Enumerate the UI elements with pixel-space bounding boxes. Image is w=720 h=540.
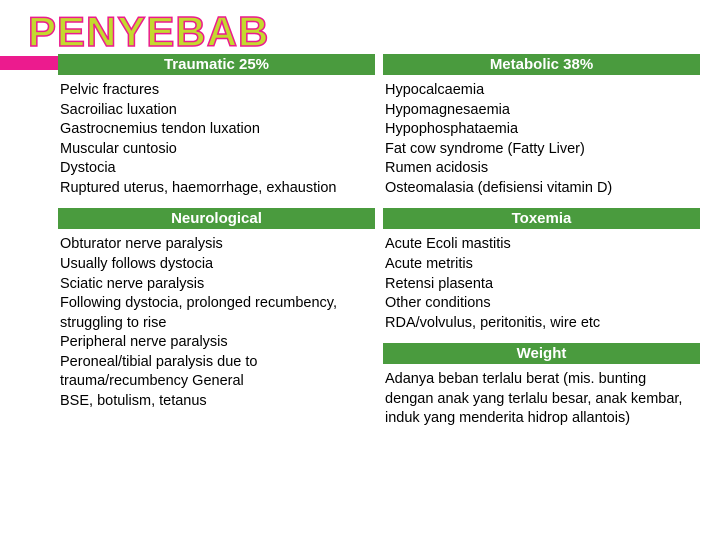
- accent-bar: [0, 56, 58, 70]
- left-column: Traumatic 25% Pelvic fractures Sacroilia…: [58, 54, 375, 437]
- body-neurological: Obturator nerve paralysis Usually follow…: [58, 229, 375, 419]
- header-neurological: Neurological: [58, 208, 375, 229]
- slide-title: PENYEBAB: [0, 0, 720, 56]
- body-traumatic: Pelvic fractures Sacroiliac luxation Gas…: [58, 75, 375, 206]
- content-grid: Traumatic 25% Pelvic fractures Sacroilia…: [58, 54, 700, 437]
- right-column: Metabolic 38% Hypocalcaemia Hypomagnesae…: [383, 54, 700, 437]
- body-toxemia: Acute Ecoli mastitis Acute metritis Rete…: [383, 229, 700, 341]
- header-traumatic: Traumatic 25%: [58, 54, 375, 75]
- header-weight: Weight: [383, 343, 700, 364]
- body-metabolic: Hypocalcaemia Hypomagnesaemia Hypophosph…: [383, 75, 700, 206]
- header-metabolic: Metabolic 38%: [383, 54, 700, 75]
- body-weight: Adanya beban terlalu berat (mis. bunting…: [383, 364, 700, 437]
- header-toxemia: Toxemia: [383, 208, 700, 229]
